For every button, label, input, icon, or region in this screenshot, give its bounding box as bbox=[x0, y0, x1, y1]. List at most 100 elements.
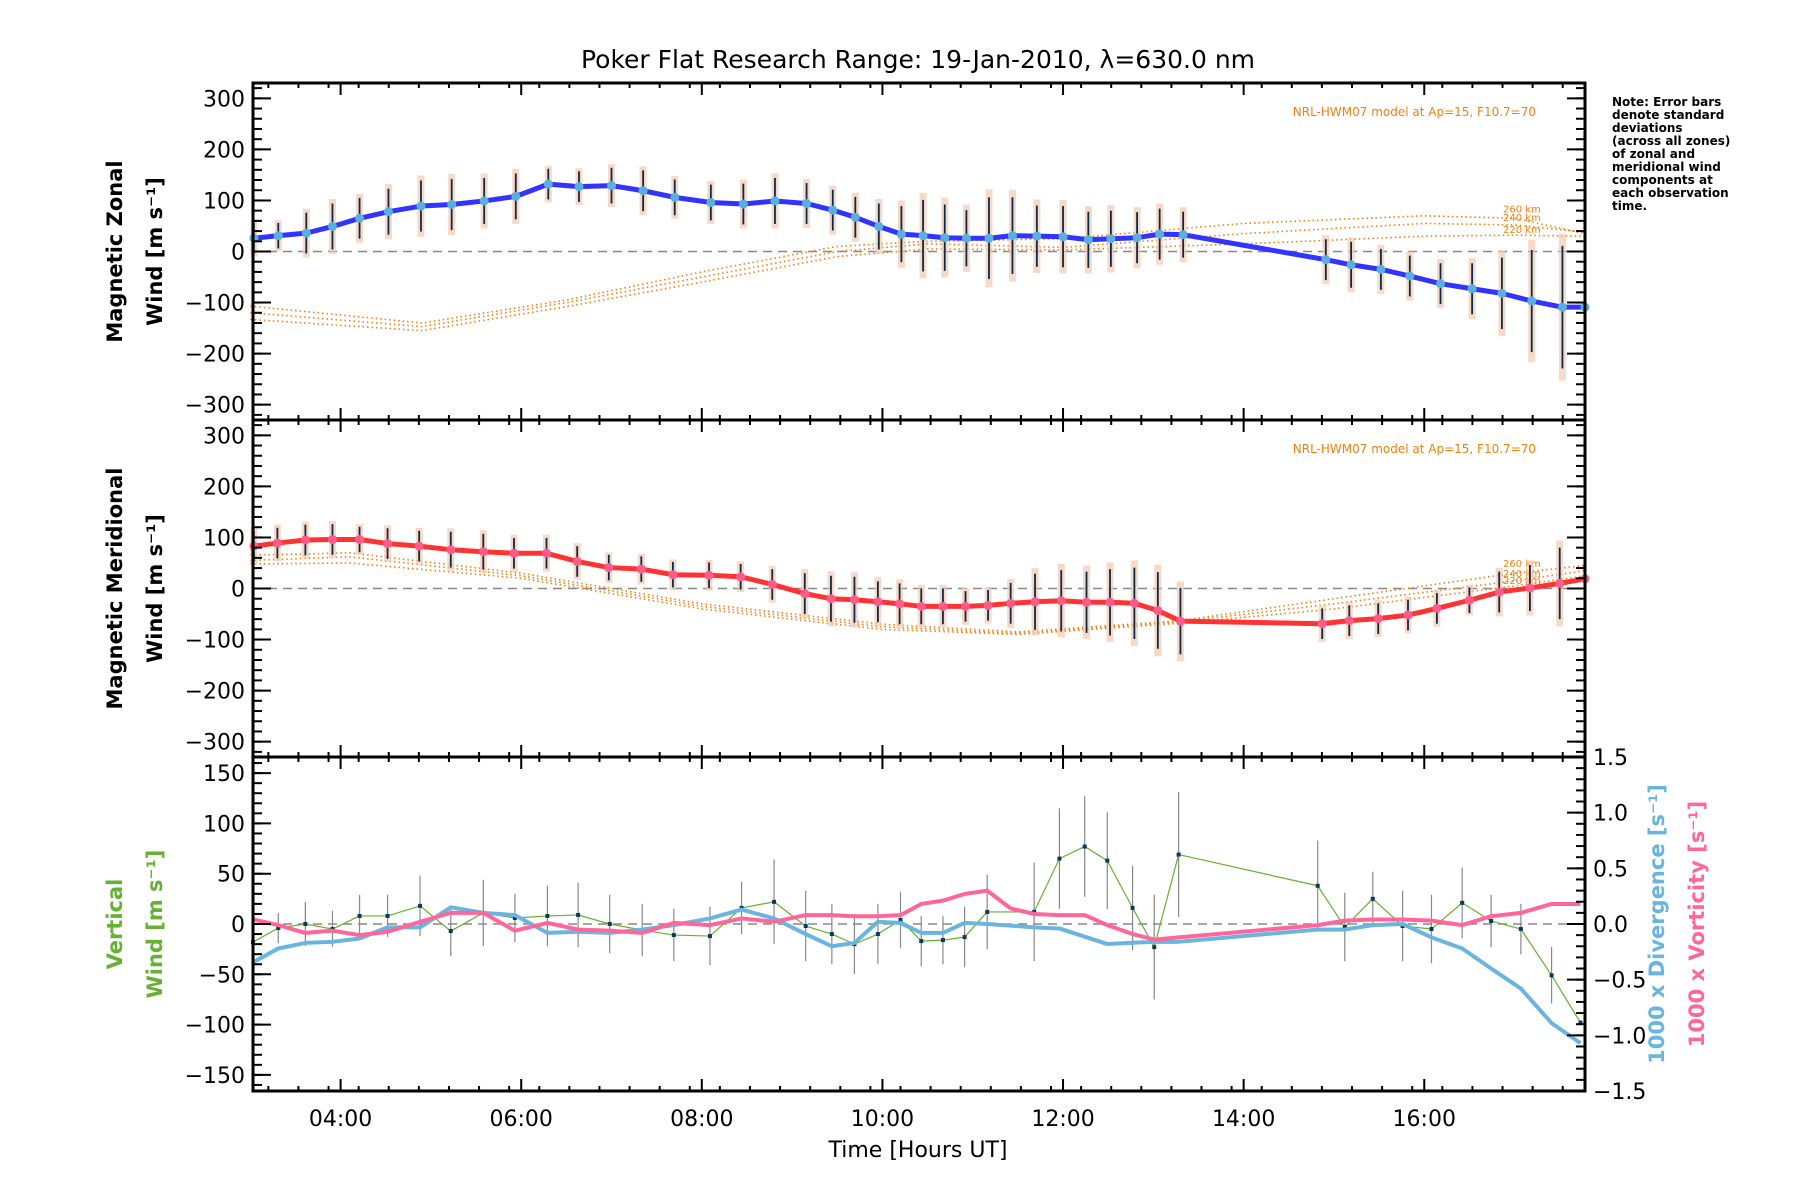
y-tick-label: 100 bbox=[203, 526, 245, 551]
data-point bbox=[1467, 284, 1477, 294]
model-altitude-label: 220 km bbox=[1503, 576, 1541, 587]
model-curve-260-km bbox=[250, 551, 1586, 633]
y-tick-label: −50 bbox=[199, 963, 245, 988]
y-tick-label: 100 bbox=[203, 189, 245, 214]
data-point bbox=[1432, 603, 1442, 613]
data-point bbox=[850, 212, 860, 222]
data-point bbox=[898, 917, 903, 922]
data-point bbox=[327, 534, 337, 544]
x-tick-label: 14:00 bbox=[1212, 1107, 1275, 1132]
data-point bbox=[1549, 973, 1554, 978]
model-curve-220-km bbox=[250, 562, 1586, 636]
y-axis-label: Wind [m s⁻¹] bbox=[143, 850, 167, 999]
data-point bbox=[604, 563, 614, 573]
note-line: denote standard bbox=[1612, 108, 1724, 122]
y-tick-label: 200 bbox=[203, 475, 245, 500]
y-tick-label: −200 bbox=[185, 680, 245, 705]
x-tick-labels: 04:00 06:00 08:00 10:00 12:00 14:00 16:00 bbox=[309, 1107, 1456, 1132]
data-point bbox=[383, 539, 393, 549]
data-point bbox=[1056, 596, 1066, 606]
y2-tick-label: −0.5 bbox=[1593, 969, 1646, 994]
data-point bbox=[479, 196, 489, 206]
data-point bbox=[961, 233, 971, 243]
note-line: (across all zones) bbox=[1612, 134, 1730, 148]
data-point bbox=[1057, 856, 1062, 861]
series-line-1000-x-divergence bbox=[252, 905, 1582, 1045]
data-point bbox=[916, 601, 926, 611]
data-point bbox=[1105, 858, 1110, 863]
data-point bbox=[1464, 595, 1474, 605]
y-axis-label: Magnetic Meridional bbox=[103, 468, 127, 710]
data-point bbox=[355, 213, 365, 223]
data-point bbox=[355, 534, 365, 544]
data-point bbox=[1130, 905, 1135, 910]
data-point bbox=[1346, 260, 1356, 270]
model-altitude-label: 240 km bbox=[1503, 569, 1541, 580]
data-point bbox=[770, 196, 780, 206]
y2-axis-label: 1000 x Divergence [s⁻¹] bbox=[1645, 784, 1669, 1064]
data-point bbox=[1555, 578, 1565, 588]
data-point bbox=[1373, 614, 1383, 624]
data-point bbox=[1557, 302, 1567, 312]
note-line: Note: Error bars bbox=[1612, 95, 1721, 109]
data-point bbox=[985, 909, 990, 914]
data-point bbox=[706, 197, 716, 207]
data-point bbox=[1178, 230, 1188, 240]
data-point bbox=[327, 221, 337, 231]
data-point bbox=[543, 179, 553, 189]
data-point bbox=[1176, 852, 1181, 857]
data-point bbox=[802, 199, 812, 209]
note-line: deviations bbox=[1612, 121, 1683, 135]
data-point bbox=[301, 228, 311, 238]
data-point bbox=[383, 207, 393, 217]
data-point bbox=[418, 903, 423, 908]
data-point bbox=[416, 201, 426, 211]
note-line: of zonal and bbox=[1612, 147, 1695, 161]
data-point bbox=[961, 601, 971, 611]
y-tick-label: −200 bbox=[185, 343, 245, 368]
data-point bbox=[446, 545, 456, 555]
data-point bbox=[385, 913, 390, 918]
y2-axis-label: 1000 x Vorticity [s⁻¹] bbox=[1685, 801, 1709, 1047]
model-altitude-label: 260 km bbox=[1503, 559, 1541, 570]
y-tick-label: 200 bbox=[203, 138, 245, 163]
data-point bbox=[919, 939, 924, 944]
x-axis-label: Time [Hours UT] bbox=[828, 1138, 1008, 1163]
data-point bbox=[671, 933, 676, 938]
x-tick-label: 10:00 bbox=[851, 1107, 914, 1132]
data-point bbox=[767, 579, 777, 589]
y2-tick-label: −1.5 bbox=[1593, 1080, 1646, 1105]
model-curve-240-km bbox=[250, 556, 1586, 635]
data-point bbox=[576, 912, 581, 917]
data-point bbox=[1082, 597, 1092, 607]
y2-tick-label: −1.0 bbox=[1593, 1024, 1646, 1049]
y-axis-label: Vertical bbox=[103, 879, 127, 970]
y-tick-label: −300 bbox=[185, 394, 245, 419]
data-point bbox=[1006, 598, 1016, 608]
data-point bbox=[1317, 619, 1327, 629]
data-point bbox=[895, 599, 905, 609]
data-point bbox=[1497, 288, 1507, 298]
data-point bbox=[1578, 1020, 1583, 1025]
data-point bbox=[983, 600, 993, 610]
data-point bbox=[541, 548, 551, 558]
data-point bbox=[938, 601, 948, 611]
data-point bbox=[772, 899, 777, 904]
x-tick-label: 08:00 bbox=[670, 1107, 733, 1132]
data-point bbox=[1460, 900, 1465, 905]
data-point bbox=[273, 231, 283, 241]
data-point bbox=[803, 924, 808, 929]
data-point bbox=[1525, 583, 1535, 593]
y-tick-label: −100 bbox=[185, 292, 245, 317]
data-point bbox=[447, 200, 457, 210]
y2-tick-label: 1.5 bbox=[1593, 746, 1628, 771]
y-tick-label: −300 bbox=[185, 731, 245, 756]
note-line: components at bbox=[1612, 173, 1713, 187]
data-point bbox=[357, 913, 362, 918]
y-axis-label: Wind [m s⁻¹] bbox=[143, 177, 167, 326]
y-tick-label: 300 bbox=[203, 424, 245, 449]
